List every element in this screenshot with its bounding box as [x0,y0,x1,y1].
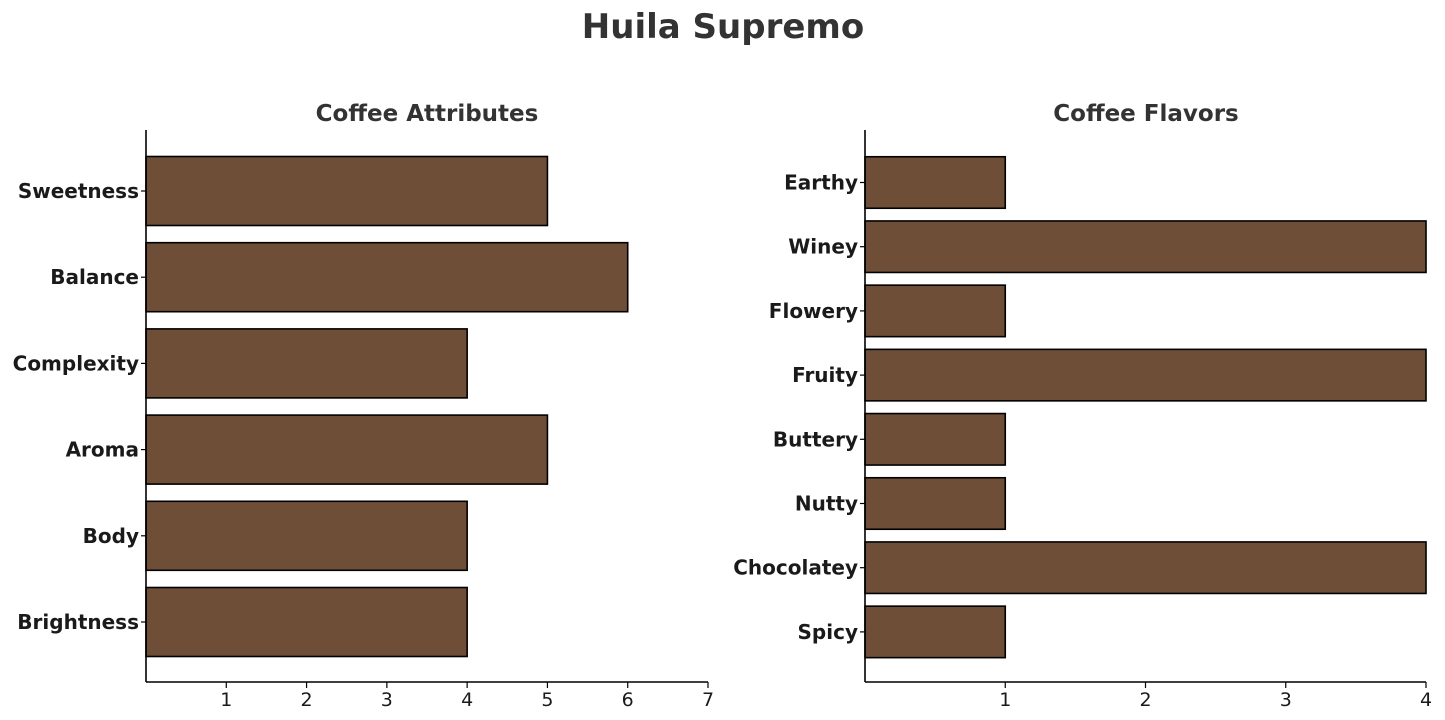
flavors-xtick-label: 4 [1420,689,1432,711]
flavors-bar-winey [864,220,1427,274]
flavors-xtick-label: 1 [999,689,1011,711]
attributes-category-label: Aroma [66,438,139,462]
flavors-category-label: Flowery [769,299,858,323]
flavors-category-label: Chocolatey [733,556,858,580]
attributes-category-label: Sweetness [18,179,139,203]
attributes-bar-sweetness [145,155,549,227]
attributes-chart: Coffee Attributes Sweetness Balance Comple… [13,101,714,711]
flavors-category-label: Spicy [798,620,858,644]
flavors-chart-title: Coffee Flavors [1053,101,1238,127]
attributes-category-label: Complexity [13,351,139,375]
flavors-xtick-label: 3 [1280,689,1292,711]
flavors-chart: Coffee Flavors Earthy Winey Flowery Fruity B… [733,101,1432,711]
flavors-bar-buttery [864,412,1007,466]
attributes-category-label: Body [83,524,139,548]
attributes-xtick-label: 3 [381,689,393,711]
attributes-xtick-label: 1 [220,689,232,711]
flavors-bar-fruity [864,348,1427,402]
attributes-xtick-label: 4 [461,689,473,711]
flavors-bar-earthy [864,155,1007,210]
attributes-chart-title: Coffee Attributes [316,101,539,127]
attributes-bar-complexity [145,328,468,399]
attributes-bar-balance [145,241,629,313]
attributes-xtick-label: 6 [622,689,634,711]
flavors-category-label: Earthy [784,171,858,195]
flavors-xtick-label: 2 [1139,689,1151,711]
attributes-category-label: Brightness [17,610,139,634]
flavors-category-label: Nutty [795,492,858,516]
attributes-xtick-label: 2 [301,689,313,711]
flavors-bar-spicy [864,605,1007,659]
attributes-bar-brightness [145,586,468,658]
flavors-category-label: Winey [788,235,858,259]
flavors-bar-chocolatey [864,541,1427,595]
attributes-category-label: Balance [50,265,139,289]
flavors-bar-nutty [864,476,1007,531]
flavors-category-label: Fruity [792,363,858,387]
attributes-xtick-label: 7 [702,689,714,711]
attributes-bar-body [145,500,468,572]
attributes-bar-aroma [145,414,549,485]
flavors-category-label: Buttery [773,427,858,451]
flavors-bar-flowery [864,284,1007,338]
attributes-xtick-label: 5 [541,689,553,711]
figure-title: Huila Supremo [582,7,864,47]
